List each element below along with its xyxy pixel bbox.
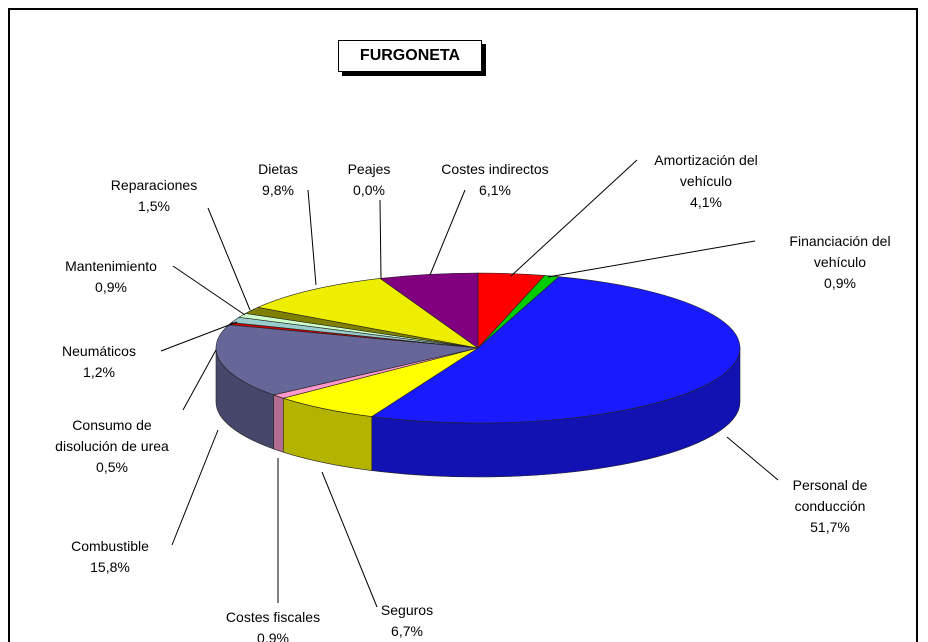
value-label: 6,1% xyxy=(479,182,511,198)
slice-label: Seguros 6,7% xyxy=(381,600,433,642)
category-label: Costes indirectos xyxy=(441,161,549,177)
leader-line xyxy=(171,429,219,546)
leader-line xyxy=(379,199,382,279)
leader-line xyxy=(182,349,217,411)
value-label: 0,9% xyxy=(95,279,127,295)
pie-slice xyxy=(379,272,479,349)
value-label: 0,0% xyxy=(353,182,385,198)
leader-line xyxy=(510,159,638,277)
value-label: 51,7% xyxy=(810,519,850,535)
pie-slice xyxy=(256,278,479,349)
slice-label: Mantenimiento 0,9% xyxy=(65,256,157,298)
pie-slice xyxy=(370,276,741,424)
slice-label: Combustible 15,8% xyxy=(71,536,149,578)
slice-label: Amortización del vehículo 4,1% xyxy=(631,150,781,213)
value-label: 6,7% xyxy=(391,623,423,639)
value-label: 0,9% xyxy=(257,630,289,642)
leader-line xyxy=(547,240,756,278)
category-label: Combustible xyxy=(71,538,149,554)
slice-label: Costes indirectos 6,1% xyxy=(441,159,548,201)
slice-label: Financiación del vehículo 0,9% xyxy=(765,231,915,294)
pie-slice xyxy=(282,347,479,417)
slice-label: Costes fiscales 0,9% xyxy=(226,607,320,642)
leader-line xyxy=(429,189,466,276)
slice-label: Reparaciones 1,5% xyxy=(111,175,197,217)
category-label: Dietas xyxy=(258,161,298,177)
leader-line xyxy=(307,189,317,286)
value-label: 0,5% xyxy=(96,459,128,475)
leader-line xyxy=(172,265,246,316)
category-label: Amortización del vehículo xyxy=(654,152,758,189)
leader-line xyxy=(207,207,251,311)
leader-line xyxy=(321,471,378,608)
value-label: 0,9% xyxy=(824,275,856,291)
category-label: Consumo de disolución de urea xyxy=(55,417,169,454)
category-label: Costes fiscales xyxy=(225,609,321,625)
slice-label: Peajes 0,0% xyxy=(348,159,391,201)
category-label: Mantenimiento xyxy=(65,258,157,274)
category-label: Reparaciones xyxy=(110,177,198,193)
pie-slice-side xyxy=(273,394,284,453)
value-label: 1,5% xyxy=(138,198,170,214)
category-label: Peajes xyxy=(347,161,391,177)
category-label: Personal de conducción xyxy=(792,477,868,514)
slice-label: Personal de conducción 51,7% xyxy=(783,475,878,538)
slice-label: Neumáticos 1,2% xyxy=(62,341,136,383)
category-label: Seguros xyxy=(380,602,434,618)
chart-frame xyxy=(8,8,918,642)
slice-label: Dietas 9,8% xyxy=(258,159,298,201)
slice-label: Consumo de disolución de urea 0,5% xyxy=(47,415,177,478)
value-label: 4,1% xyxy=(690,194,722,210)
category-label: Financiación del vehículo xyxy=(789,233,891,270)
category-label: Neumáticos xyxy=(62,343,136,359)
value-label: 15,8% xyxy=(90,559,130,575)
value-label: 1,2% xyxy=(83,364,115,380)
leader-line xyxy=(160,321,238,352)
chart-title: FURGONETA xyxy=(338,40,482,72)
value-label: 9,8% xyxy=(262,182,294,198)
pie-slice xyxy=(215,324,479,396)
leader-line xyxy=(726,436,779,481)
